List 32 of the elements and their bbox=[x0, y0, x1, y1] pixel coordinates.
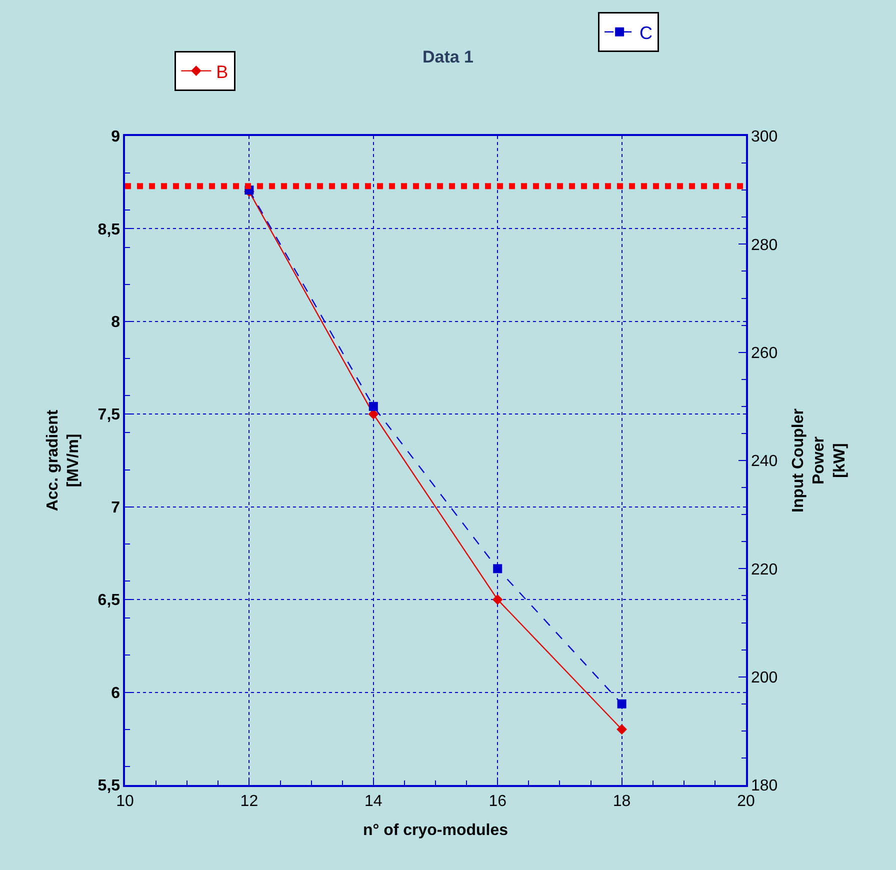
y2-tick-label: 300 bbox=[750, 128, 778, 146]
y-tick-label: 9 bbox=[111, 128, 120, 146]
point bbox=[368, 402, 378, 411]
x-axis-title: n° of cryo-modules bbox=[362, 822, 508, 840]
y-tick-label: 7,5 bbox=[98, 406, 120, 424]
point bbox=[492, 594, 503, 605]
x-tick-label: 16 bbox=[488, 792, 507, 810]
y2-axis-title: Input Coupler Power [kW] bbox=[790, 408, 849, 512]
x-tick-label: 12 bbox=[240, 792, 258, 810]
y-tick-label: 7 bbox=[111, 499, 120, 516]
point bbox=[493, 564, 502, 574]
x-tick-label: 20 bbox=[737, 792, 755, 810]
y-tick-label: 8 bbox=[111, 314, 120, 332]
legend-label: C bbox=[640, 22, 653, 43]
x-tick-label: 10 bbox=[116, 792, 134, 810]
y-tick-label: 5,5 bbox=[98, 778, 120, 795]
y2-tick-label: 200 bbox=[750, 669, 778, 686]
legend-label: B bbox=[216, 62, 228, 82]
y2-tick-label: 220 bbox=[750, 561, 778, 578]
x-tick-label: 14 bbox=[364, 792, 382, 810]
point bbox=[617, 699, 626, 708]
y-tick-label: 8,5 bbox=[98, 221, 120, 238]
y2-tick-label: 280 bbox=[750, 236, 778, 254]
y-axis-title: Acc. gradient [MV/m] bbox=[44, 409, 82, 512]
y-tick-label: 6 bbox=[111, 684, 120, 702]
y-tick-label: 6,5 bbox=[98, 592, 120, 610]
point bbox=[616, 724, 627, 735]
y2-tick-label: 240 bbox=[750, 453, 778, 470]
chart-title: Data 1 bbox=[422, 48, 474, 66]
y2-tick-label: 180 bbox=[750, 778, 778, 795]
y2-tick-label: 260 bbox=[750, 344, 778, 362]
x-tick-label: 18 bbox=[612, 792, 631, 810]
